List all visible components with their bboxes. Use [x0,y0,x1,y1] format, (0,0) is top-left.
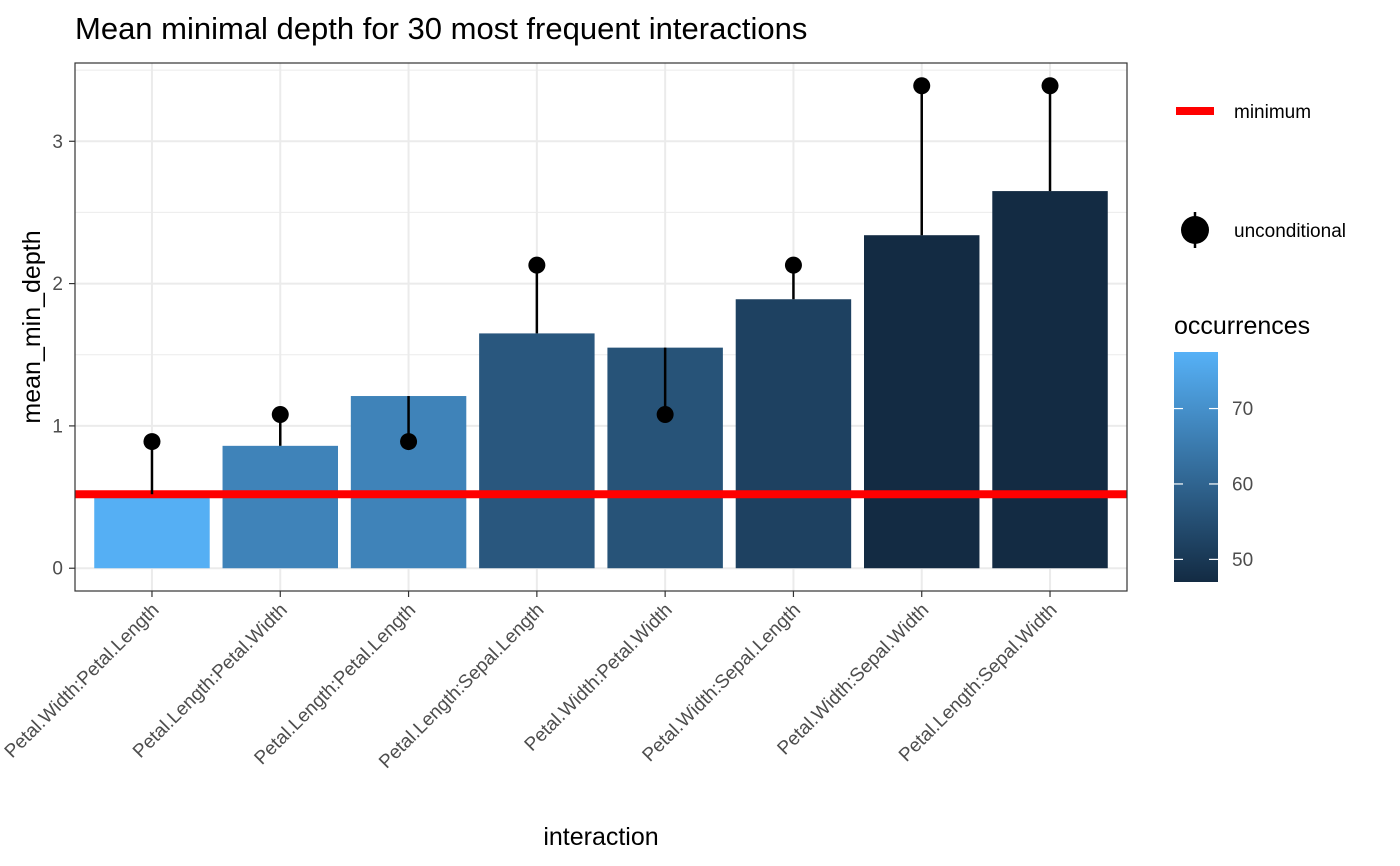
bars [94,191,1108,569]
legend-unconditional-key-dot [1181,216,1209,244]
y-tick-label: 1 [52,416,63,437]
chart-title: Mean minimal depth for 30 most frequent … [75,11,807,46]
y-axis-title: mean_min_depth [18,230,46,423]
legend: minimum unconditional occurrences 70 60 50 [1174,102,1346,582]
bar [222,445,338,569]
y-tick-label: 0 [52,559,63,580]
unconditional-segments [150,85,1052,495]
y-tick-label: 2 [52,274,63,295]
panel-border [74,62,1128,592]
unconditional-point [143,433,161,451]
unconditional-point [784,256,802,274]
colorbar-title: occurrences [1174,312,1310,340]
colorbar [1174,352,1218,582]
unconditional-point [400,433,418,451]
unconditional-point [1041,77,1059,95]
bar [94,494,210,569]
bar [992,191,1108,569]
unconditional-point [913,77,931,95]
bar [479,333,595,569]
colorbar-ticks: 70 60 50 [1174,399,1253,571]
unconditional-points [143,77,1059,451]
legend-unconditional-label: unconditional [1234,221,1346,242]
y-tick-label: 3 [52,132,63,153]
unconditional-point [271,406,289,424]
x-axis-title: interaction [543,823,658,851]
unconditional-point [656,406,674,424]
y-axis: 0 1 2 3 [52,132,75,580]
bar [864,235,980,569]
unconditional-point [528,256,546,274]
bar [735,299,852,569]
legend-minimum-label: minimum [1234,102,1311,123]
colorbar-tick-label: 70 [1232,399,1253,420]
colorbar-tick-label: 60 [1232,474,1253,495]
colorbar-tick-label: 50 [1232,550,1253,571]
